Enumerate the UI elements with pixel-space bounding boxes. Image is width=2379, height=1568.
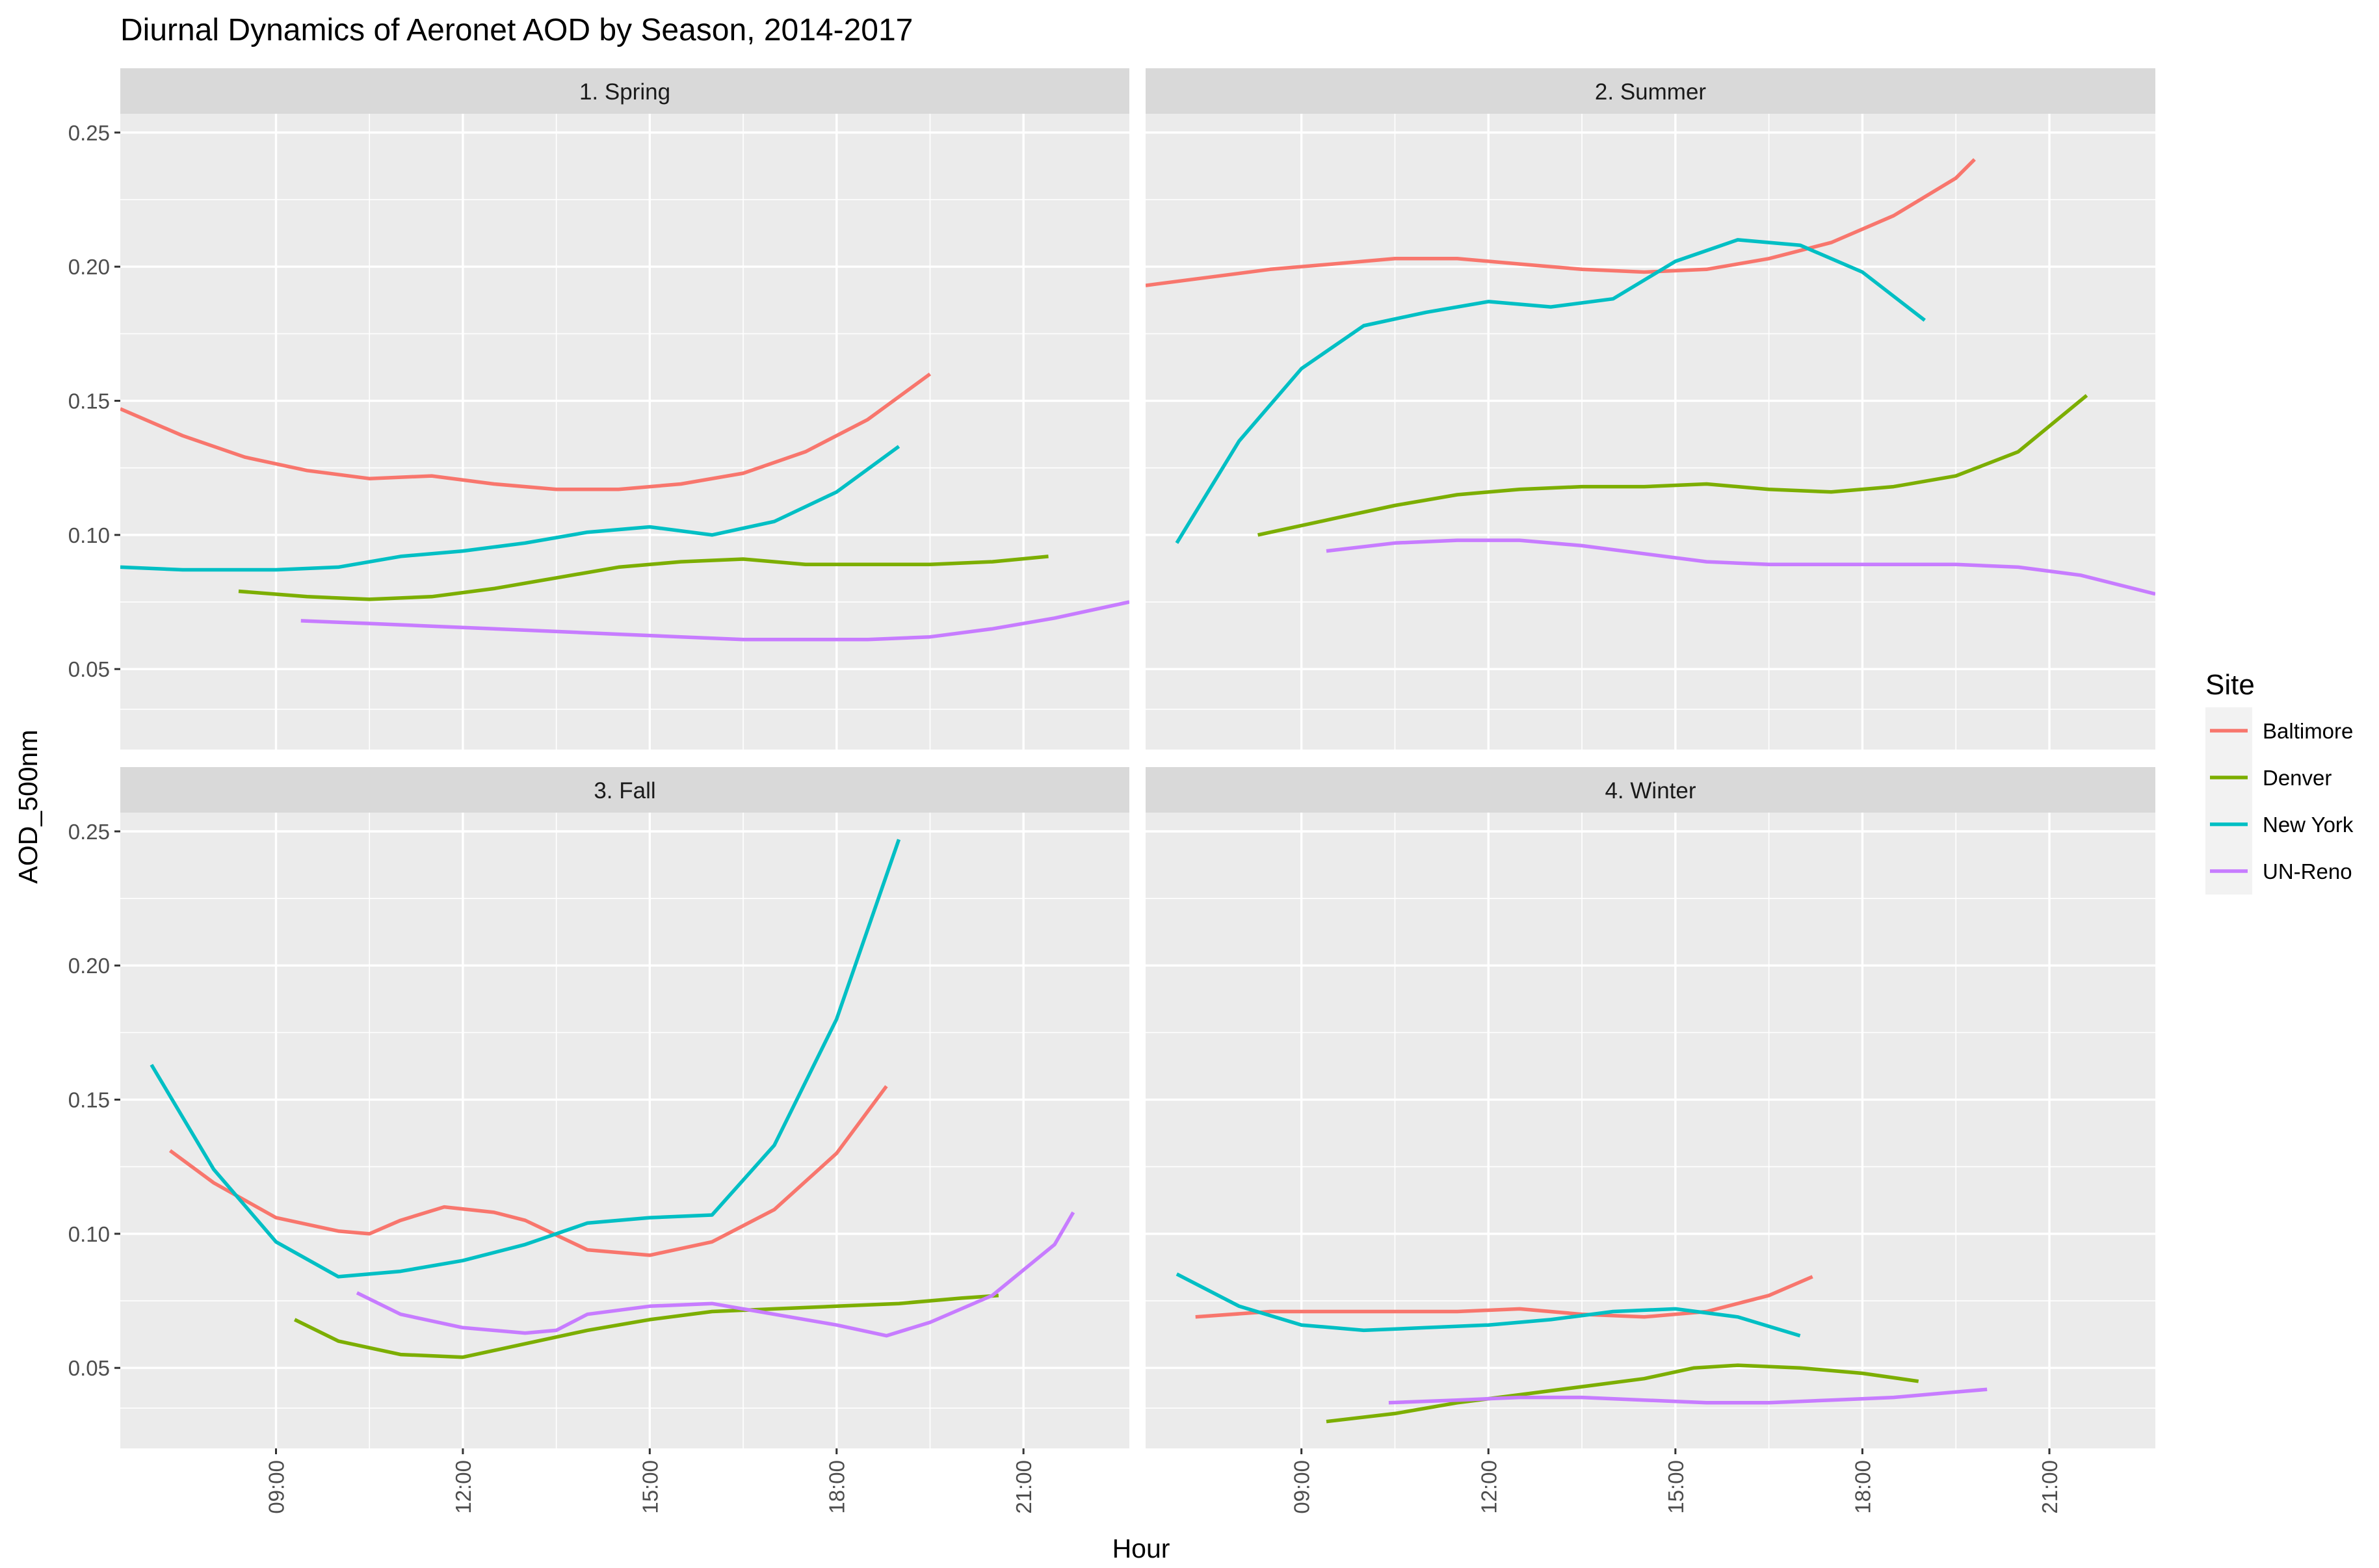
panel-background	[120, 813, 1129, 1448]
legend-title: Site	[2205, 669, 2255, 701]
x-tick-label: 09:00	[265, 1460, 289, 1514]
y-tick-label: 0.05	[68, 657, 110, 681]
series-line-denver	[1326, 1363, 1919, 1424]
y-axis-title: AOD_500nm	[13, 729, 43, 883]
y-tick-label: 0.25	[68, 820, 110, 844]
y-tick-label: 0.15	[68, 389, 110, 413]
facet-panels: 1. Spring 0.05 0.10 0.15 0.20 0.25 2. Summer 3.…	[68, 68, 2155, 1514]
panel-1-spring: 1. Spring 0.05 0.10 0.15 0.20 0.25	[68, 68, 1129, 750]
x-tick-label: 15:00	[1664, 1460, 1688, 1514]
facet-strip-label: 1. Spring	[579, 79, 670, 105]
legend-label-baltimore: Baltimore	[2263, 719, 2353, 743]
x-tick-label: 21:00	[2038, 1460, 2062, 1514]
series-line-new-york	[1176, 1272, 1801, 1338]
panel-background	[1146, 114, 2155, 750]
facet-strip	[120, 68, 1129, 114]
y-tick-label: 0.10	[68, 1222, 110, 1246]
facet-strip-label: 4. Winter	[1605, 778, 1696, 804]
x-tick-label: 12:00	[1477, 1460, 1501, 1514]
series-line-new-york	[120, 445, 900, 572]
x-tick-label: 12:00	[451, 1460, 475, 1514]
facet-strip-label: 2. Summer	[1595, 79, 1706, 105]
series-line-un-reno	[356, 1211, 1075, 1338]
series-line-denver	[293, 1294, 999, 1359]
series-line-new-york	[1175, 238, 1926, 544]
series-line-un-reno	[300, 600, 1129, 642]
y-tick-label: 0.25	[68, 121, 110, 145]
panel-3-fall: 3. Fall 0.05 0.10 0.15 0.20 0.25 09:00 12:00 15:…	[68, 767, 1129, 1514]
x-tick-label: 18:00	[1850, 1460, 1874, 1514]
x-axis-title: Hour	[1112, 1534, 1170, 1563]
facet-strip	[1146, 767, 2155, 813]
series-lines	[120, 372, 1129, 642]
series-line-un-reno	[1388, 1387, 1988, 1405]
facet-strip	[120, 767, 1129, 813]
x-tick-label: 15:00	[638, 1460, 662, 1514]
legend-label-un-reno: UN-Reno	[2263, 859, 2352, 883]
series-lines	[1146, 158, 2155, 596]
series-line-baltimore	[120, 372, 932, 491]
y-tick-label: 0.10	[68, 523, 110, 547]
series-line-baltimore	[168, 1085, 888, 1257]
legend-label-denver: Denver	[2263, 766, 2332, 790]
legend: Site Baltimore Denver New York UN-Reno	[2205, 669, 2354, 895]
x-tick-label: 18:00	[825, 1460, 849, 1514]
series-lines	[1176, 1272, 1988, 1424]
panel-2-summer: 2. Summer	[1146, 68, 2155, 750]
series-line-denver	[238, 555, 1049, 601]
panel-background	[120, 114, 1129, 750]
y-tick-label: 0.15	[68, 1088, 110, 1112]
x-tick-label: 21:00	[1012, 1460, 1036, 1514]
series-line-baltimore	[1146, 158, 1976, 287]
legend-label-new-york: New York	[2263, 813, 2354, 837]
series-line-denver	[1257, 394, 2088, 537]
facet-strip-label: 3. Fall	[594, 778, 655, 804]
y-tick-label: 0.05	[68, 1356, 110, 1380]
series-line-baltimore	[1195, 1275, 1813, 1319]
chart-title: Diurnal Dynamics of Aeronet AOD by Seaso…	[120, 13, 913, 47]
series-line-un-reno	[1326, 538, 2155, 596]
series-lines	[150, 839, 1075, 1359]
facet-strip	[1146, 68, 2155, 114]
panel-background	[1146, 813, 2155, 1448]
series-line-new-york	[150, 839, 901, 1279]
panel-4-winter: 4. Winter 09:00 12:00 15:00 18:00 21:00	[1146, 767, 2155, 1514]
y-tick-label: 0.20	[68, 954, 110, 978]
y-tick-label: 0.20	[68, 255, 110, 279]
x-tick-label: 09:00	[1290, 1460, 1314, 1514]
